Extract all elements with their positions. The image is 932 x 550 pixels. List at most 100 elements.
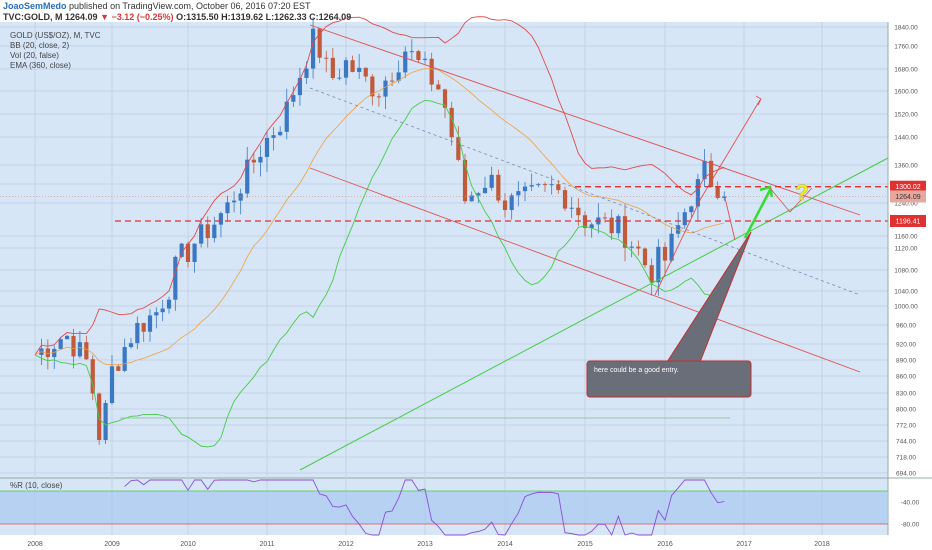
y-tick-label: 1240.00: [894, 201, 918, 208]
candle: [662, 246, 668, 261]
indicator-label-ema[interactable]: EMA (360, close): [10, 61, 71, 70]
candle: [649, 265, 654, 283]
grid: [0, 22, 888, 535]
price-tag-label: 1300.02: [895, 184, 920, 191]
y-tick-label: 1520.00: [894, 112, 918, 119]
candle: [231, 200, 237, 203]
publish-info: published on TradingView.com, October 06…: [69, 1, 311, 11]
candle: [77, 342, 83, 357]
y-tick-label: 1600.00: [894, 89, 918, 96]
ema-line: [34, 68, 725, 366]
candle: [116, 366, 121, 371]
channel-upper: [309, 24, 861, 216]
y-tick-label: 744.00: [896, 439, 916, 446]
time-axis: 2008 2009 2010 2011 2012 2013 2014 2015 2016 2017…: [27, 541, 830, 548]
x-tick-label: 2017: [736, 541, 752, 548]
y-tick-label: 800.00: [896, 407, 916, 414]
candle: [71, 335, 76, 357]
y-tick-label: 1080.00: [894, 268, 918, 275]
candle: [370, 76, 375, 97]
x-tick-label: 2013: [417, 541, 433, 548]
y-tick-label: 1680.00: [894, 67, 918, 74]
y-tick-label: 694.00: [896, 471, 916, 478]
candle: [409, 51, 414, 53]
y-tick-label: 1120.00: [894, 246, 917, 253]
candle: [264, 137, 270, 157]
candle: [682, 212, 687, 226]
candle: [185, 243, 191, 263]
x-tick-label: 2010: [180, 541, 196, 548]
candle: [422, 58, 428, 60]
x-tick-label: 2012: [338, 541, 354, 548]
candle: [403, 51, 408, 73]
candle: [469, 195, 474, 202]
callout-box[interactable]: [586, 360, 752, 398]
x-tick-label: 2015: [577, 541, 593, 548]
candle: [238, 193, 243, 201]
osc-tick-label: -80.00: [901, 522, 920, 529]
candle: [536, 184, 541, 186]
x-tick-label: 2009: [104, 541, 120, 548]
x-tick-label: 2016: [657, 541, 673, 548]
candle: [715, 186, 720, 198]
indicator-label-vol[interactable]: Vol (20, false): [10, 51, 59, 60]
candle: [708, 160, 714, 187]
candle: [516, 191, 521, 196]
green-arrow: [743, 189, 772, 239]
candle: [702, 160, 707, 180]
price-tag: [890, 180, 926, 193]
candle: [147, 315, 153, 332]
y-tick-label: 1760.00: [894, 44, 918, 51]
bb-lower: [34, 99, 725, 448]
y-tick-label: 1040.00: [894, 289, 918, 296]
candle: [549, 184, 554, 186]
publish-line: JoaoSemMedo published on TradingView.com…: [3, 1, 311, 11]
candle: [154, 312, 159, 316]
candle: [179, 243, 184, 257]
candle: [476, 193, 481, 196]
candle: [64, 335, 70, 340]
symbol-line: TVC:GOLD, M 1264.09 ▼ −3.12 (−0.25%) O:1…: [3, 12, 351, 22]
candle: [122, 347, 127, 371]
candle: [103, 403, 108, 440]
candle: [616, 216, 621, 234]
candle: [609, 217, 614, 234]
green-arrow-head-icon: [759, 185, 774, 198]
candle: [218, 213, 224, 225]
candle: [636, 246, 641, 249]
candle: [212, 224, 217, 239]
candle: [128, 343, 134, 348]
candle: [90, 359, 95, 394]
candle: [278, 131, 283, 136]
y-tick-label: 1160.00: [894, 234, 917, 241]
oscillator-label[interactable]: %R (10, close): [10, 481, 63, 490]
channel-lower: [309, 167, 861, 373]
indicator-label-bb[interactable]: BB (20, close, 2): [10, 41, 70, 50]
candle: [173, 256, 178, 300]
candle: [542, 184, 548, 186]
y-tick-label: 830.00: [896, 391, 916, 398]
candle: [529, 185, 534, 187]
candle: [482, 187, 488, 194]
candle: [416, 51, 421, 60]
candle: [258, 156, 263, 163]
candle: [436, 84, 441, 90]
candle: [45, 348, 50, 358]
candle: [656, 246, 661, 283]
x-tick-label: 2008: [27, 541, 43, 548]
question-mark: ?: [795, 180, 808, 205]
projection-up: [654, 99, 761, 296]
indicator-label-main[interactable]: GOLD (US$/OZ), M, TVC: [10, 31, 101, 40]
candle: [556, 184, 561, 191]
callout-text: here could be a good entry.: [594, 367, 679, 374]
oscillator-line: [124, 479, 725, 537]
candle: [135, 322, 140, 344]
candle: [383, 80, 388, 97]
y-tick-label: 1840.00: [894, 25, 918, 32]
candle: [389, 80, 395, 82]
author-link[interactable]: JoaoSemMedo: [3, 1, 67, 11]
candle: [562, 190, 568, 209]
y-tick-label: 890.00: [896, 358, 916, 365]
candle: [343, 60, 349, 78]
